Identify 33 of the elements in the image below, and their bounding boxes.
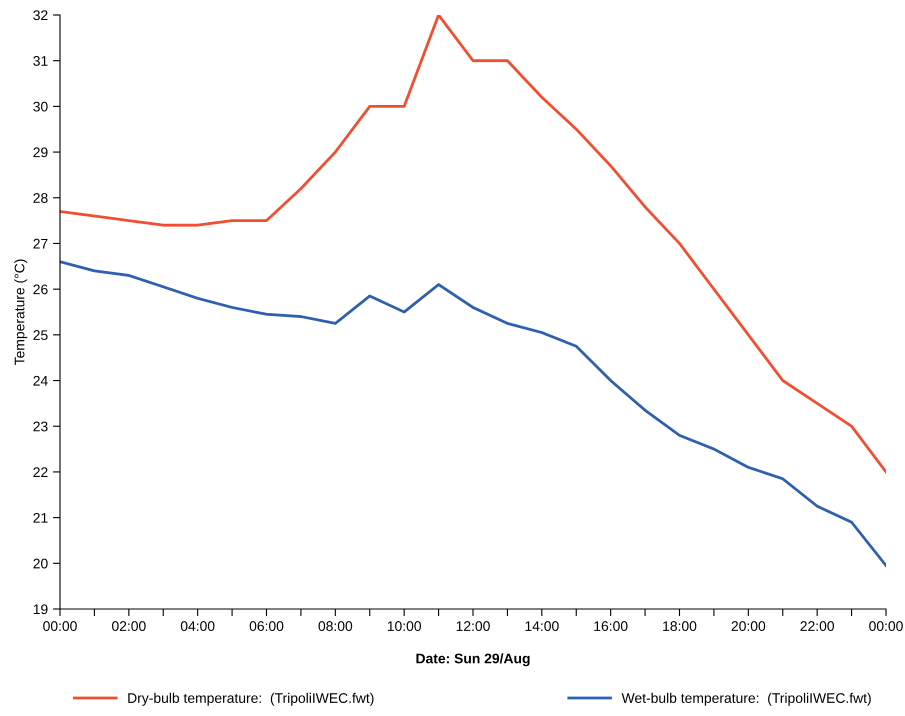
y-tick-label: 28 bbox=[33, 193, 48, 203]
x-tick-label: 06:00 bbox=[250, 621, 284, 632]
y-tick-label: 26 bbox=[33, 284, 48, 294]
y-tick-label: 29 bbox=[33, 147, 48, 158]
x-tick-label: 18:00 bbox=[663, 621, 696, 632]
legend-label: Dry-bulb temperature: (TripoliIWEC.fwt) bbox=[128, 692, 374, 706]
y-tick-label: 23 bbox=[33, 422, 48, 432]
y-tick-label: 24 bbox=[33, 376, 48, 386]
x-tick-label: 14:00 bbox=[526, 621, 559, 632]
y-tick-label: 25 bbox=[33, 330, 48, 340]
x-tick-label: 00:00 bbox=[43, 621, 77, 632]
x-tick-label: 20:00 bbox=[732, 621, 766, 632]
legend-label: Wet-bulb temperature: (TripoliIWEC.fwt) bbox=[622, 692, 871, 706]
y-tick-label: 30 bbox=[33, 102, 48, 112]
x-tick-label: 12:00 bbox=[456, 621, 490, 632]
y-tick-label: 27 bbox=[33, 238, 48, 248]
y-tick-label: 31 bbox=[33, 56, 48, 66]
x-tick-label: 10:00 bbox=[388, 621, 422, 632]
x-tick-label: 02:00 bbox=[112, 621, 146, 632]
line-series bbox=[60, 15, 886, 474]
x-tick-label: 04:00 bbox=[180, 621, 215, 632]
x-tick-label: 16:00 bbox=[594, 621, 628, 632]
x-tick-label: 22:00 bbox=[800, 621, 834, 632]
y-tick-label: 32 bbox=[33, 10, 48, 20]
y-tick-label: 21 bbox=[33, 512, 48, 523]
x-axis-title: Date: Sun 29/Aug bbox=[416, 653, 530, 666]
y-axis-title: Temperature (°C) bbox=[14, 260, 28, 366]
x-tick-label: 00:00 bbox=[869, 621, 903, 632]
y-tick-label: 20 bbox=[33, 558, 48, 568]
y-tick-label: 19 bbox=[34, 604, 48, 614]
line-series bbox=[60, 260, 886, 567]
x-tick-label: 08:00 bbox=[318, 621, 352, 632]
y-tick-label: 22 bbox=[33, 467, 48, 477]
